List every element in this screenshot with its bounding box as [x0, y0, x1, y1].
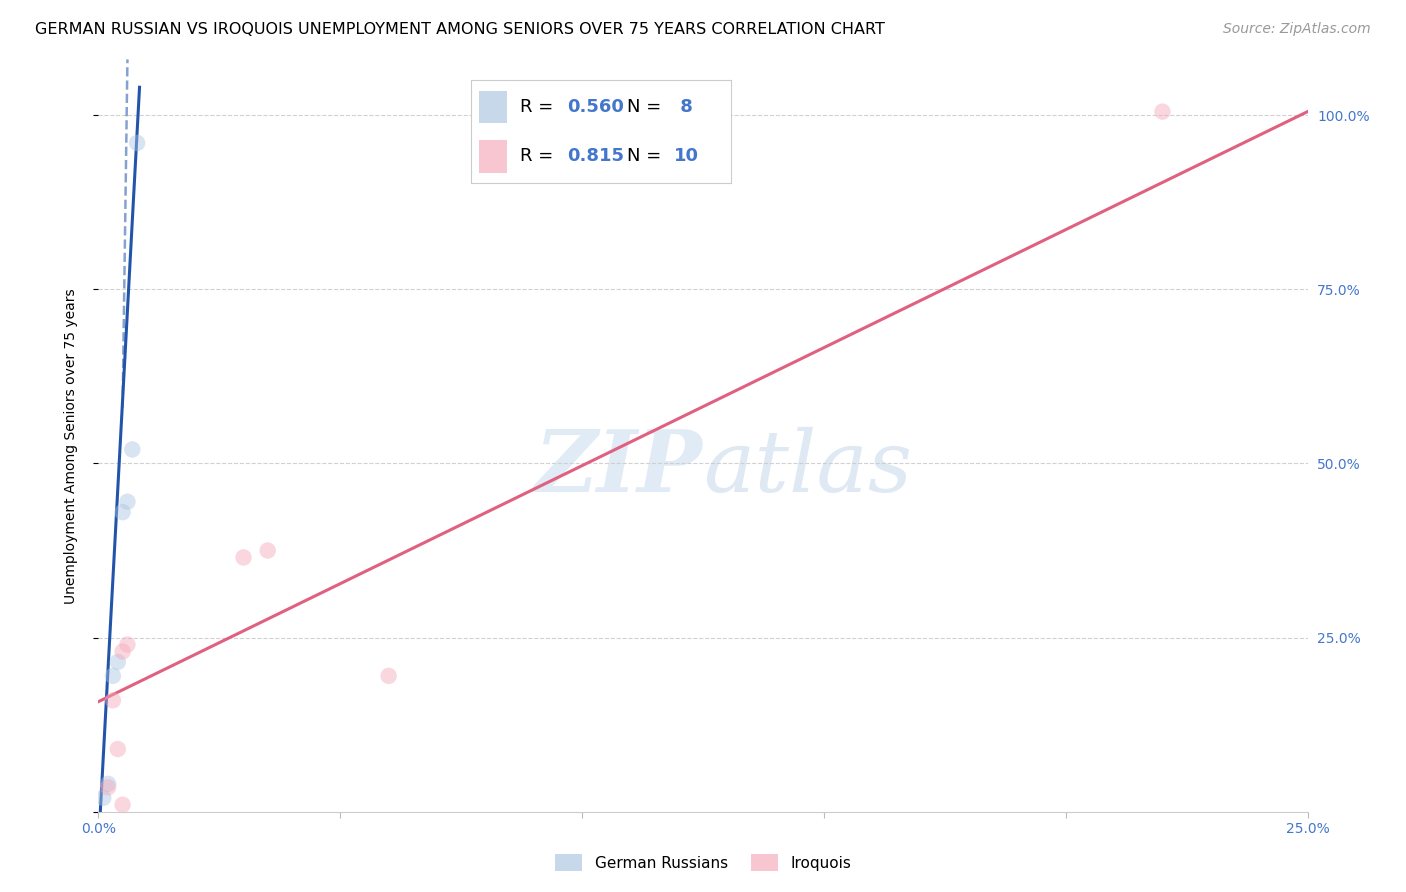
Point [97, 777, 120, 791]
Point [101, 693, 124, 707]
Point [111, 797, 134, 812]
Point [97, 780, 120, 795]
Text: 8: 8 [673, 98, 693, 116]
Text: N =: N = [627, 147, 666, 165]
Text: 10: 10 [673, 147, 699, 165]
Point [111, 505, 134, 519]
Text: atlas: atlas [703, 426, 912, 509]
Point [256, 543, 278, 558]
Point [127, 136, 149, 150]
Point [117, 638, 139, 652]
Y-axis label: Unemployment Among Seniors over 75 years: Unemployment Among Seniors over 75 years [63, 288, 77, 604]
Point [91, 790, 114, 805]
Point [111, 644, 134, 658]
Point [377, 669, 399, 683]
Text: GERMAN RUSSIAN VS IROQUOIS UNEMPLOYMENT AMONG SENIORS OVER 75 YEARS CORRELATION : GERMAN RUSSIAN VS IROQUOIS UNEMPLOYMENT … [35, 22, 884, 37]
Bar [479, 91, 508, 123]
Text: Source: ZipAtlas.com: Source: ZipAtlas.com [1223, 22, 1371, 37]
Point [121, 442, 143, 457]
Point [117, 494, 139, 508]
Text: R =: R = [520, 147, 560, 165]
Point [107, 655, 129, 669]
Bar [479, 140, 508, 173]
Text: N =: N = [627, 98, 666, 116]
Text: ZIP: ZIP [536, 426, 703, 509]
Point [232, 550, 254, 565]
Text: R =: R = [520, 98, 560, 116]
Point [107, 742, 129, 756]
Text: 0.815: 0.815 [567, 147, 624, 165]
Text: 0.560: 0.560 [567, 98, 624, 116]
Legend: German Russians, Iroquois: German Russians, Iroquois [548, 848, 858, 877]
Point [101, 669, 124, 683]
Point [1152, 104, 1174, 119]
